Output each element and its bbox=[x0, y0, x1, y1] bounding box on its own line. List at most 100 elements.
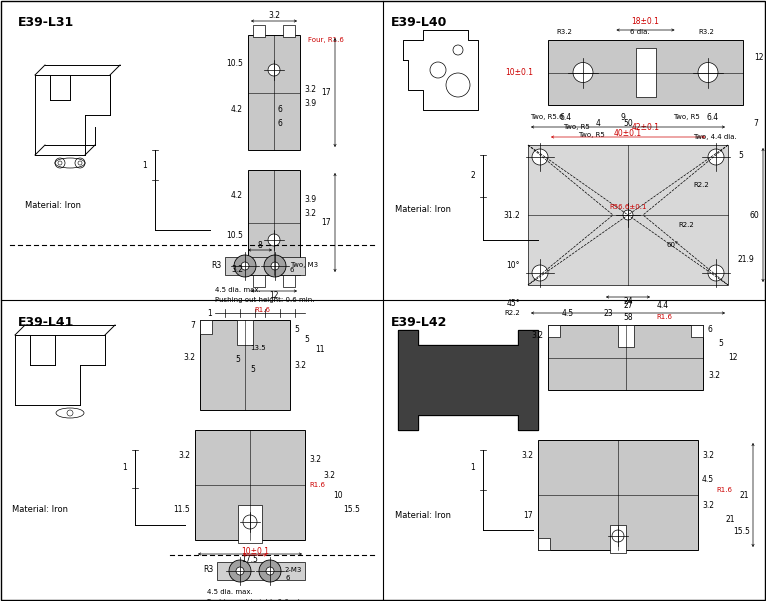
Circle shape bbox=[698, 63, 718, 82]
Text: 17: 17 bbox=[523, 510, 533, 519]
Text: 11: 11 bbox=[315, 346, 325, 355]
Circle shape bbox=[236, 567, 244, 575]
Text: Two, R5.6: Two, R5.6 bbox=[530, 114, 564, 120]
Text: 5: 5 bbox=[235, 356, 240, 364]
Text: 58: 58 bbox=[624, 314, 633, 323]
Text: 3.2: 3.2 bbox=[231, 266, 243, 275]
Circle shape bbox=[229, 560, 251, 582]
Circle shape bbox=[241, 262, 249, 270]
Text: Pushing out height: 0.6 min.: Pushing out height: 0.6 min. bbox=[207, 599, 306, 601]
Text: Material: Iron: Material: Iron bbox=[395, 206, 451, 215]
Text: E39-L40: E39-L40 bbox=[391, 16, 447, 29]
Text: 3.9: 3.9 bbox=[304, 195, 316, 204]
Text: 42±0.1: 42±0.1 bbox=[631, 123, 660, 132]
Text: 6 dia.: 6 dia. bbox=[630, 29, 650, 35]
Bar bbox=[528, 145, 728, 285]
Text: 5: 5 bbox=[294, 326, 299, 335]
Bar bbox=[225, 257, 305, 275]
Text: Material: Iron: Material: Iron bbox=[12, 505, 68, 514]
Circle shape bbox=[612, 530, 624, 542]
Circle shape bbox=[573, 63, 593, 82]
Text: 4.5: 4.5 bbox=[562, 308, 574, 317]
Bar bbox=[410, 360, 418, 390]
Bar bbox=[538, 538, 550, 550]
Text: 60°: 60° bbox=[666, 242, 679, 248]
Circle shape bbox=[271, 262, 279, 270]
Bar bbox=[283, 275, 295, 287]
Text: 3.9: 3.9 bbox=[304, 99, 316, 108]
Text: 4.5 dia. max.: 4.5 dia. max. bbox=[215, 287, 260, 293]
Text: E39-L31: E39-L31 bbox=[18, 16, 74, 29]
Text: 3.2: 3.2 bbox=[183, 353, 195, 362]
Text: 10±0.1: 10±0.1 bbox=[241, 546, 269, 555]
Text: 21: 21 bbox=[726, 516, 735, 525]
Text: Pushing out height: 0.6 min.: Pushing out height: 0.6 min. bbox=[215, 297, 315, 303]
Text: 17: 17 bbox=[322, 218, 331, 227]
Text: 4.4: 4.4 bbox=[657, 300, 669, 310]
Text: R2.2: R2.2 bbox=[693, 182, 709, 188]
Bar bbox=[200, 320, 290, 410]
Text: 1: 1 bbox=[123, 463, 127, 472]
Bar bbox=[253, 25, 265, 37]
Text: 3.2: 3.2 bbox=[178, 451, 190, 460]
Text: R3.2: R3.2 bbox=[698, 29, 714, 35]
Bar bbox=[238, 505, 262, 543]
Text: Two, R5: Two, R5 bbox=[578, 132, 604, 138]
Circle shape bbox=[268, 64, 280, 76]
Circle shape bbox=[623, 210, 633, 220]
Text: 31.2: 31.2 bbox=[503, 210, 520, 219]
Bar bbox=[636, 48, 656, 97]
Text: 4: 4 bbox=[595, 118, 601, 127]
Bar bbox=[610, 525, 626, 553]
Text: R1.6: R1.6 bbox=[716, 487, 732, 493]
Text: 3.2: 3.2 bbox=[521, 451, 533, 460]
Circle shape bbox=[264, 255, 286, 277]
Bar bbox=[217, 562, 305, 580]
Bar bbox=[548, 325, 703, 390]
Bar bbox=[248, 170, 300, 275]
Text: 10°: 10° bbox=[506, 260, 520, 269]
Polygon shape bbox=[398, 330, 538, 430]
Text: 6: 6 bbox=[708, 326, 713, 335]
Text: 2-M3: 2-M3 bbox=[285, 567, 303, 573]
Text: 2: 2 bbox=[470, 171, 475, 180]
Bar bbox=[195, 430, 305, 540]
Bar bbox=[538, 440, 698, 550]
Circle shape bbox=[266, 567, 274, 575]
Bar bbox=[691, 325, 703, 337]
Text: 3.2: 3.2 bbox=[309, 456, 321, 465]
Text: 5: 5 bbox=[250, 365, 255, 374]
Text: 4.5 dia. max.: 4.5 dia. max. bbox=[207, 589, 253, 595]
Text: E39-L42: E39-L42 bbox=[391, 316, 447, 329]
Text: 60: 60 bbox=[749, 210, 759, 219]
Text: 3.2: 3.2 bbox=[531, 331, 543, 340]
Text: 11.5: 11.5 bbox=[173, 505, 190, 514]
Bar bbox=[237, 320, 253, 345]
Text: 24: 24 bbox=[624, 297, 633, 307]
Text: 3.2: 3.2 bbox=[268, 11, 280, 20]
Text: 13.5: 13.5 bbox=[250, 345, 266, 351]
Text: R1.6: R1.6 bbox=[254, 307, 270, 313]
Text: R2.2: R2.2 bbox=[504, 310, 520, 316]
Text: 6: 6 bbox=[277, 106, 282, 115]
Text: 4.2: 4.2 bbox=[231, 106, 243, 115]
Text: 12: 12 bbox=[728, 353, 738, 361]
Circle shape bbox=[243, 515, 257, 529]
Text: 40±0.1: 40±0.1 bbox=[614, 129, 642, 138]
Text: 7: 7 bbox=[190, 320, 195, 329]
Text: 3.2: 3.2 bbox=[702, 501, 714, 510]
Text: Two, R5: Two, R5 bbox=[563, 124, 590, 130]
Circle shape bbox=[532, 265, 548, 281]
Text: 3.2: 3.2 bbox=[304, 209, 316, 218]
Text: R3: R3 bbox=[211, 260, 222, 269]
Text: Four, R1.6: Four, R1.6 bbox=[308, 37, 344, 43]
Circle shape bbox=[708, 265, 724, 281]
Bar bbox=[253, 275, 265, 287]
Circle shape bbox=[708, 149, 724, 165]
Text: E39-L41: E39-L41 bbox=[18, 316, 74, 329]
Text: 10±0.1: 10±0.1 bbox=[505, 68, 533, 77]
Text: 6.4: 6.4 bbox=[560, 112, 572, 121]
Text: 6: 6 bbox=[285, 575, 290, 581]
Text: 5: 5 bbox=[718, 338, 723, 347]
Text: 12: 12 bbox=[755, 53, 764, 62]
